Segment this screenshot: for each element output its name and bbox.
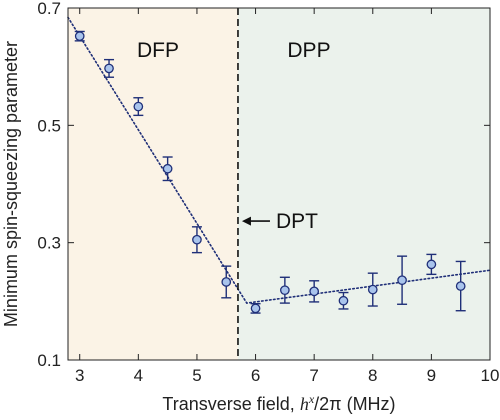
- data-points: [74, 30, 466, 314]
- plot-frame: [67, 7, 491, 361]
- x-tick-label: 3: [75, 366, 84, 385]
- data-point: [104, 63, 114, 74]
- data-point: [74, 31, 85, 42]
- annotation-label: DPT: [276, 210, 318, 233]
- x-tick-label: 10: [481, 366, 500, 385]
- x-axis-label-text: Transverse field,: [162, 394, 299, 414]
- data-point: [162, 163, 173, 174]
- y-axis-label: Minimum spin-squeezing parameter: [1, 41, 21, 327]
- x-tick-label: 6: [251, 366, 260, 385]
- region-label-dpp: DPP: [287, 39, 330, 62]
- y-tick-label: 0.5: [37, 116, 61, 135]
- data-point: [338, 295, 349, 306]
- data-point: [250, 303, 261, 314]
- data-point: [367, 284, 378, 295]
- data-point: [397, 275, 407, 286]
- x-axis-label: Transverse field, hx/2π (MHz): [162, 392, 395, 414]
- data-point: [280, 285, 290, 296]
- data-point: [221, 277, 232, 287]
- y-tick-label: 0.1: [37, 351, 61, 370]
- x-axis-label-tail: /2π (MHz): [314, 394, 395, 414]
- data-point: [426, 259, 437, 270]
- axis-ticks: [68, 7, 491, 361]
- data-point: [309, 286, 320, 297]
- region-label-dfp: DFP: [137, 39, 179, 62]
- x-axis-label-sup: x: [308, 392, 315, 406]
- x-tick-label: 5: [192, 366, 201, 385]
- x-axis-label-math: h: [300, 394, 309, 414]
- fit-line-group: [67, 16, 491, 304]
- data-point: [455, 281, 466, 291]
- region-dfp-shade: [68, 8, 238, 360]
- x-tick-label: 4: [134, 366, 143, 385]
- x-tick-label: 9: [427, 366, 436, 385]
- x-tick-label: 8: [368, 366, 377, 385]
- annotation-arrow-head: [241, 216, 251, 226]
- region-dpp-shade: [237, 8, 490, 360]
- text-labels: 3 4 5 6 7 8 9 10 0.1 0.3 0.5 0.7 DFP DPP DPT: [37, 0, 499, 385]
- y-tick-label: 0.3: [37, 234, 61, 253]
- shaded-regions: [68, 8, 490, 360]
- fit-line: [67, 16, 491, 304]
- y-tick-label: 0.7: [37, 0, 61, 18]
- data-point: [133, 101, 144, 112]
- data-point: [192, 234, 202, 245]
- x-tick-label: 7: [309, 366, 318, 385]
